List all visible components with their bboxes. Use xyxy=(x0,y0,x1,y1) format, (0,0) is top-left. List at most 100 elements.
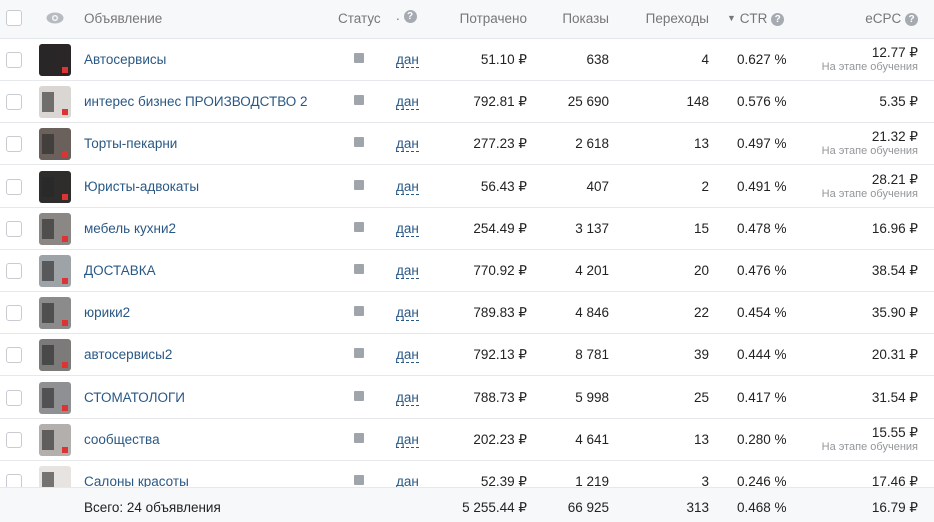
ad-name-link[interactable]: Салоны красоты xyxy=(84,474,189,489)
table-row[interactable]: автосервисы2 дан 792.13 ₽ 8 781 39 0.444… xyxy=(0,334,934,377)
ctr-value: 0.454 % xyxy=(737,305,787,321)
ctr-value: 0.627 % xyxy=(737,52,787,67)
ad-link[interactable]: дан xyxy=(396,94,419,111)
column-ecpc[interactable]: eCPC ? xyxy=(865,11,918,26)
status-indicator xyxy=(354,221,364,232)
clicks-value: 13 xyxy=(693,136,709,152)
spent-value: 56.43 ₽ xyxy=(480,178,527,194)
shows-value: 8 781 xyxy=(575,347,609,363)
clicks-value: 2 xyxy=(701,178,709,194)
ad-link[interactable]: дан xyxy=(396,220,419,237)
ecpc-value: 15.55 ₽ xyxy=(871,424,918,440)
ecpc-value: 20.31 ₽ xyxy=(871,347,918,363)
status-indicator xyxy=(354,348,364,359)
ad-link[interactable]: дан xyxy=(396,52,419,68)
status-indicator xyxy=(354,53,364,63)
column-ad[interactable]: Объявление xyxy=(84,11,163,26)
column-spent[interactable]: Потрачено xyxy=(459,11,527,26)
table-row[interactable]: Юристы-адвокаты дан 56.43 ₽ 407 2 0.491 … xyxy=(0,166,934,208)
ad-link[interactable]: дан xyxy=(396,347,419,364)
ecpc-value: 38.54 ₽ xyxy=(871,263,918,278)
ad-thumbnail[interactable] xyxy=(39,212,71,245)
clicks-value: 39 xyxy=(693,347,709,363)
shows-value: 4 201 xyxy=(575,263,609,278)
ad-name-link[interactable]: сообщества xyxy=(84,431,160,447)
clicks-value: 3 xyxy=(701,474,709,489)
help-icon[interactable]: ? xyxy=(403,10,417,23)
ad-name-link[interactable]: юрики2 xyxy=(84,305,131,321)
shows-value: 1 219 xyxy=(575,474,609,489)
column-clicks[interactable]: Переходы xyxy=(645,11,709,26)
clicks-value: 4 xyxy=(701,52,709,67)
ctr-value: 0.478 % xyxy=(737,220,787,236)
column-extra[interactable]: . ? xyxy=(396,8,417,23)
row-checkbox[interactable] xyxy=(6,136,22,153)
row-checkbox[interactable] xyxy=(6,178,22,195)
shows-value: 407 xyxy=(586,178,609,194)
select-all-checkbox[interactable] xyxy=(6,10,22,26)
column-status[interactable]: Статус xyxy=(338,11,381,26)
ad-name-link[interactable]: автосервисы2 xyxy=(84,347,173,363)
spent-value: 51.10 ₽ xyxy=(480,52,527,67)
shows-value: 638 xyxy=(586,52,609,67)
ad-link[interactable]: дан xyxy=(396,431,419,448)
table-row[interactable]: Автосервисы дан 51.10 ₽ 638 4 0.627 % 12… xyxy=(0,39,934,81)
ad-link[interactable]: дан xyxy=(396,136,419,153)
ad-name-link[interactable]: Автосервисы xyxy=(84,52,167,67)
ad-thumbnail[interactable] xyxy=(39,255,71,287)
clicks-value: 148 xyxy=(686,94,709,110)
ad-name-link[interactable]: мебель кухни2 xyxy=(84,220,177,236)
row-checkbox[interactable] xyxy=(6,305,22,322)
row-checkbox[interactable] xyxy=(6,52,22,68)
ad-thumbnail[interactable] xyxy=(39,44,71,76)
ecpc-value: 16.96 ₽ xyxy=(871,220,918,236)
spent-value: 202.23 ₽ xyxy=(473,431,527,447)
ad-name-link[interactable]: Юристы-адвокаты xyxy=(84,178,200,194)
ad-link[interactable]: дан xyxy=(396,263,419,279)
row-checkbox[interactable] xyxy=(6,263,22,279)
ctr-value: 0.444 % xyxy=(737,347,787,363)
ad-link[interactable]: дан xyxy=(396,389,419,406)
table-row[interactable]: юрики2 дан 789.83 ₽ 4 846 22 0.454 % 35.… xyxy=(0,292,934,335)
ad-name-link[interactable]: СТОМАТОЛОГИ xyxy=(84,389,185,405)
ad-thumbnail[interactable] xyxy=(39,423,71,456)
row-checkbox[interactable] xyxy=(6,94,22,111)
eye-icon[interactable] xyxy=(46,12,64,24)
row-checkbox[interactable] xyxy=(6,389,22,406)
status-indicator xyxy=(354,264,364,274)
ad-name-link[interactable]: ДОСТАВКА xyxy=(84,263,156,278)
ad-name-link[interactable]: Торты-пекарни xyxy=(84,136,178,152)
ecpc-value: 28.21 ₽ xyxy=(871,171,918,187)
help-icon[interactable]: ? xyxy=(771,13,785,26)
ad-name-link[interactable]: интерес бизнес ПРОИЗВОДСТВО 2 xyxy=(84,94,308,110)
table-row[interactable]: Торты-пекарни дан 277.23 ₽ 2 618 13 0.49… xyxy=(0,123,934,166)
ecpc-value: 5.35 ₽ xyxy=(879,94,918,110)
ad-thumbnail[interactable] xyxy=(39,128,71,161)
column-shows[interactable]: Показы xyxy=(562,11,609,26)
ctr-value: 0.280 % xyxy=(737,431,787,447)
table-row[interactable]: СТОМАТОЛОГИ дан 788.73 ₽ 5 998 25 0.417 … xyxy=(0,377,934,419)
ad-thumbnail[interactable] xyxy=(39,381,71,414)
table-row[interactable]: сообщества дан 202.23 ₽ 4 641 13 0.280 %… xyxy=(0,419,934,461)
table-row[interactable]: мебель кухни2 дан 254.49 ₽ 3 137 15 0.47… xyxy=(0,208,934,250)
row-checkbox[interactable] xyxy=(6,220,22,237)
ad-link[interactable]: дан xyxy=(396,178,419,195)
help-icon[interactable]: ? xyxy=(905,13,918,26)
spent-value: 792.13 ₽ xyxy=(473,347,527,363)
ad-thumbnail[interactable] xyxy=(39,339,71,372)
shows-value: 3 137 xyxy=(575,220,609,236)
table-row[interactable]: ДОСТАВКА дан 770.92 ₽ 4 201 20 0.476 % 3… xyxy=(0,250,934,292)
row-checkbox[interactable] xyxy=(6,431,22,448)
ecpc-value: 31.54 ₽ xyxy=(871,389,918,405)
table-row[interactable]: интерес бизнес ПРОИЗВОДСТВО 2 дан 792.81… xyxy=(0,81,934,124)
ad-link[interactable]: дан xyxy=(396,305,419,322)
ad-thumbnail[interactable] xyxy=(39,86,71,119)
column-ctr[interactable]: ▼ CTR ? xyxy=(727,11,785,26)
ad-thumbnail[interactable] xyxy=(39,170,71,203)
total-shows: 66 925 xyxy=(567,500,609,515)
row-checkbox[interactable] xyxy=(6,347,22,364)
ad-thumbnail[interactable] xyxy=(39,297,71,330)
clicks-value: 13 xyxy=(693,431,709,447)
total-ads-count: Всего: 24 объявления xyxy=(84,500,221,515)
spent-value: 789.83 ₽ xyxy=(473,305,527,321)
